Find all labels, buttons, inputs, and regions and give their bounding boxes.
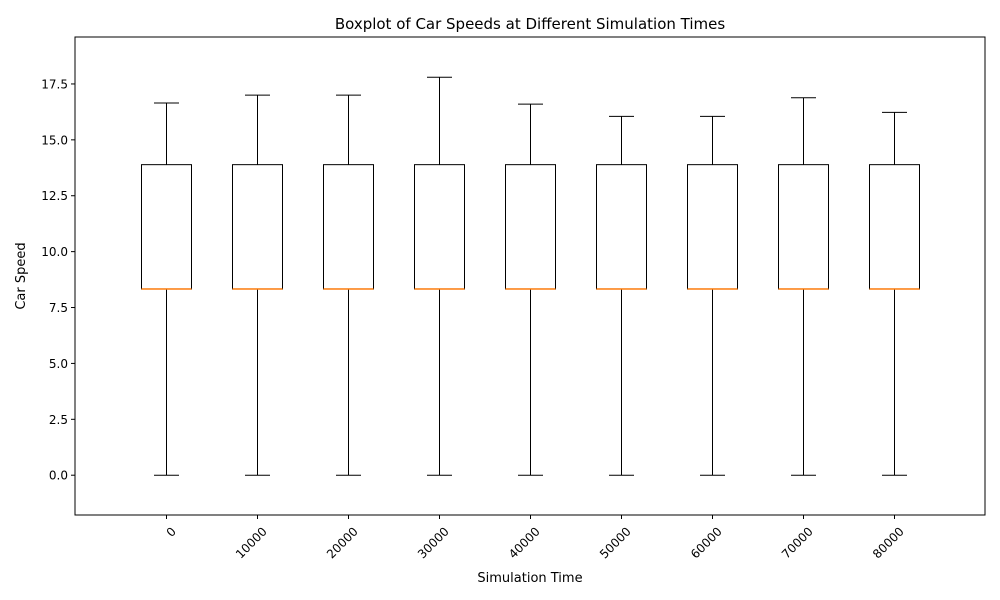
y-tick-label: 15.0	[41, 133, 68, 147]
y-tick-label: 12.5	[41, 189, 68, 203]
y-tick-label: 5.0	[49, 357, 68, 371]
y-tick-label: 17.5	[41, 77, 68, 91]
y-tick-label: 2.5	[49, 413, 68, 427]
plot-frame	[74, 36, 986, 516]
y-tick-label: 10.0	[41, 245, 68, 259]
y-axis-label: Car Speed	[14, 242, 29, 309]
x-axis-label: Simulation Time	[477, 571, 582, 586]
y-tick-label: 0.0	[49, 469, 68, 483]
y-tick-label: 7.5	[49, 301, 68, 315]
chart-title: Boxplot of Car Speeds at Different Simul…	[335, 15, 726, 33]
